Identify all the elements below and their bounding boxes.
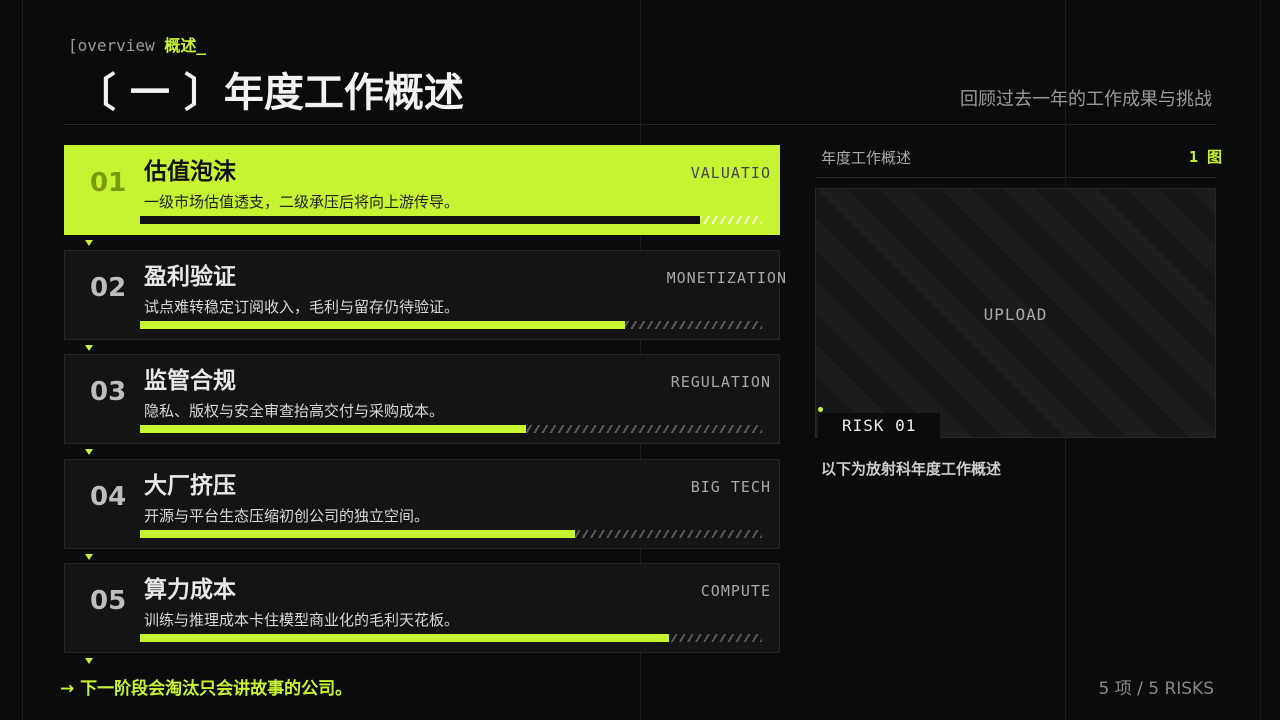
card-number: 05 (90, 586, 127, 616)
progress-fill (140, 425, 526, 433)
risk-card: 02 盈利验证试点难转稳定订阅收入，毛利与留存仍待验证。 MONETIZATION (64, 250, 786, 340)
connector (85, 554, 93, 560)
card-description: 试点难转稳定订阅收入，毛利与留存仍待验证。 (144, 298, 460, 316)
card-title: 大厂挤压 (144, 473, 236, 499)
tag-prefix: [overview (68, 36, 155, 55)
risk-card: 04 大厂挤压开源与平台生态压缩初创公司的独立空间。 BIG TECH (64, 459, 780, 549)
panel-title: 年度工作概述 (821, 149, 912, 167)
note: 下一阶段会淘汰只会讲故事的公司。 (80, 679, 353, 699)
footer-note: → 下一阶段会淘汰只会讲故事的公司。 (60, 674, 352, 699)
divider (815, 177, 1216, 178)
card-description: 开源与平台生态压缩初创公司的独立空间。 (144, 507, 430, 525)
footer-summary: 5 项 / 5 RISKS (1098, 679, 1214, 699)
card-title: 盈利验证 (144, 264, 236, 290)
card-tag: VALUATIO (690, 164, 771, 182)
progress-fill (140, 634, 669, 642)
progress-track (140, 425, 762, 433)
connector (85, 449, 93, 455)
progress-fill (140, 530, 576, 538)
card-title: 算力成本 (144, 577, 236, 603)
risk-card: 01 估值泡沫一级市场估值透支，二级承压后将向上游传导。 VALUATIO (64, 145, 780, 235)
risk-badge: RISK 01 (818, 413, 941, 438)
card-number: 04 (90, 482, 127, 512)
connector (85, 345, 93, 351)
card-tag: BIG TECH (690, 478, 771, 496)
progress-track (140, 530, 762, 538)
dot (818, 407, 823, 412)
card-number: 03 (90, 377, 127, 407)
card-tag: COMPUTE (700, 582, 771, 600)
progress-fill (140, 216, 700, 224)
tag-suffix: 概述_ (164, 36, 206, 55)
upload-label: UPLOAD (983, 305, 1048, 324)
card-description: 训练与推理成本卡住模型商业化的毛利天花板。 (144, 611, 460, 629)
grid-line (1260, 0, 1261, 720)
page-title: 〔 一 〕年度工作概述 (76, 70, 464, 116)
progress-fill (140, 321, 626, 329)
progress-track (140, 634, 762, 642)
card-title: 估值泡沫 (144, 159, 236, 185)
progress-track (140, 216, 762, 224)
section-tag: [overview 概述_ (68, 32, 206, 56)
card-description: 一级市场估值透支，二级承压后将向上游传导。 (144, 193, 460, 211)
image-placeholder[interactable]: UPLOAD RISK 01 (815, 188, 1216, 438)
risk-card: 05 算力成本训练与推理成本卡住模型商业化的毛利天花板。 COMPUTE (64, 563, 780, 653)
grid-line (22, 0, 23, 720)
card-tag: MONETIZATION (666, 269, 787, 287)
card-number: 01 (90, 168, 127, 198)
divider (64, 124, 1216, 125)
arrow: → (60, 679, 75, 699)
panel-count: 1 图 (1188, 148, 1222, 166)
connector (85, 658, 93, 664)
connector (85, 240, 93, 246)
card-title: 监管合规 (144, 368, 236, 394)
card-tag: REGULATION (670, 373, 771, 391)
risk-card: 03 监管合规隐私、版权与安全审查抬高交付与采购成本。 REGULATION (64, 354, 780, 444)
panel-caption: 以下为放射科年度工作概述 (821, 460, 1002, 478)
card-description: 隐私、版权与安全审查抬高交付与采购成本。 (144, 402, 445, 420)
subtitle: 回顾过去一年的工作成果与挑战 (960, 89, 1212, 110)
card-number: 02 (90, 273, 127, 303)
progress-track (140, 321, 762, 329)
